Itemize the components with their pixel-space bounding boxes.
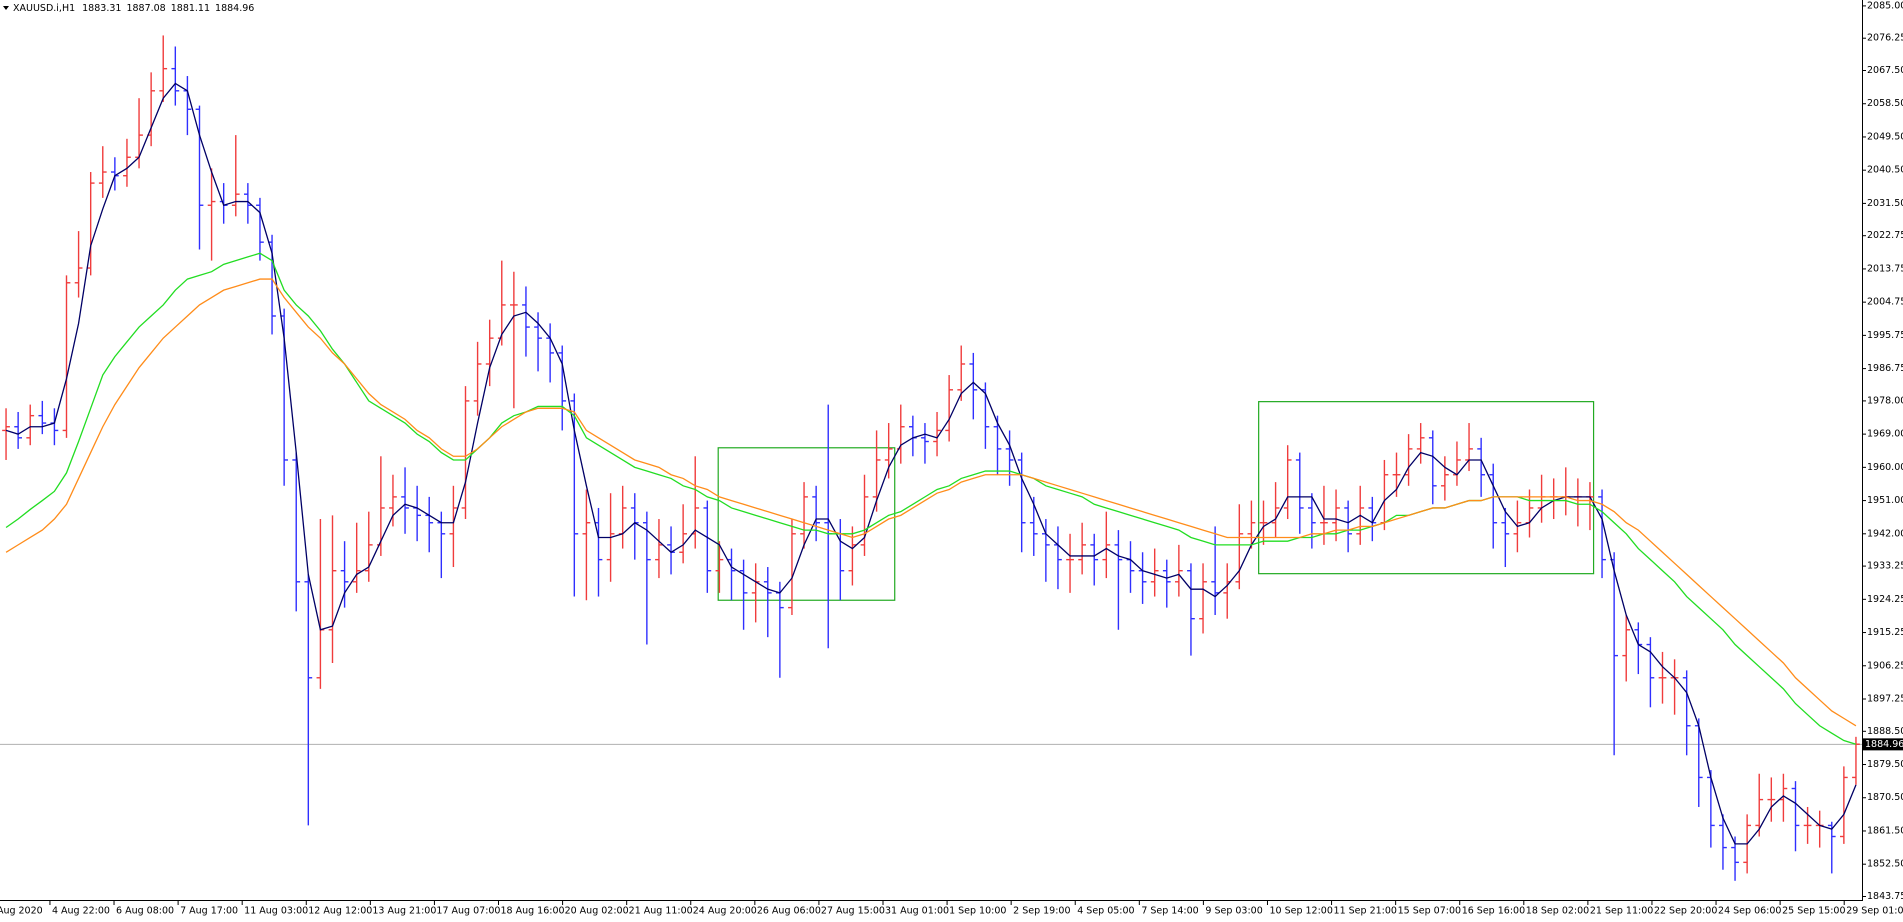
y-tick-label: 1870.50	[1867, 792, 1903, 803]
x-tick-label: 2 Sep 19:00	[1013, 906, 1070, 917]
x-tick-label: 20 Aug 02:00	[565, 906, 629, 917]
x-tick-label: 25 Sep 15:00	[1782, 906, 1845, 917]
y-tick-label: 1951.00	[1867, 495, 1903, 506]
y-tick-label: 1843.75	[1867, 891, 1903, 902]
y-tick-label: 2058.50	[1867, 98, 1903, 109]
y-tick-label: 2085.00	[1867, 0, 1903, 11]
y-tick-label: 1879.50	[1867, 759, 1903, 770]
y-tick-label: 2040.50	[1867, 165, 1903, 176]
x-tick-label: 4 Aug 22:00	[52, 906, 110, 917]
y-tick-label: 2067.50	[1867, 65, 1903, 76]
x-tick-label: 29 Sep 01:00	[1846, 906, 1903, 917]
y-tick-label: 2022.75	[1867, 230, 1903, 241]
x-tick-label: 7 Sep 14:00	[1141, 906, 1198, 917]
x-tick-label: 7 Aug 17:00	[180, 906, 238, 917]
x-tick-label: 16 Sep 16:00	[1462, 906, 1525, 917]
header-high: 1887.08	[126, 3, 165, 14]
moving-average-line	[5, 252, 1857, 745]
x-tick-label: 24 Aug 20:00	[693, 906, 757, 917]
plot-area	[0, 35, 1862, 881]
y-tick-label: 1986.75	[1867, 363, 1903, 374]
x-tick-label: 10 Sep 12:00	[1269, 906, 1332, 917]
x-tick-label: 11 Sep 21:00	[1334, 906, 1397, 917]
symbol-title: XAUUSD.i,H1	[13, 3, 75, 14]
x-tick-label: 6 Aug 08:00	[116, 906, 174, 917]
y-tick-label: 2031.50	[1867, 198, 1903, 209]
header-low: 1881.11	[171, 3, 210, 14]
header-open: 1883.31	[82, 3, 121, 14]
x-tick-label: 31 Aug 01:00	[885, 906, 949, 917]
x-tick-label: 1 Sep 10:00	[949, 906, 1006, 917]
y-tick-label: 1978.00	[1867, 395, 1903, 406]
y-tick-label: 1861.50	[1867, 825, 1903, 836]
y-tick-label: 1995.75	[1867, 330, 1903, 341]
x-tick-label: 22 Sep 20:00	[1654, 906, 1717, 917]
x-tick-label: 4 Sep 05:00	[1077, 906, 1134, 917]
menu-triangle[interactable]	[3, 6, 9, 10]
x-tick-label: 15 Sep 07:00	[1398, 906, 1461, 917]
y-tick-label: 1960.00	[1867, 462, 1903, 473]
y-tick-label: 1852.50	[1867, 859, 1903, 870]
y-tick-label: 1906.25	[1867, 660, 1903, 671]
header-close: 1884.96	[215, 3, 254, 14]
x-tick-label: 18 Sep 02:00	[1526, 906, 1589, 917]
y-tick-label: 1942.00	[1867, 528, 1903, 539]
y-tick-label: 1897.25	[1867, 693, 1903, 704]
y-tick-label: 1888.50	[1867, 726, 1903, 737]
x-tick-label: 9 Sep 03:00	[1205, 906, 1262, 917]
x-tick-label: 3 Aug 2020	[0, 906, 43, 917]
x-tick-label: 26 Aug 06:00	[757, 906, 821, 917]
moving-average-line	[5, 278, 1857, 727]
x-tick-label: 17 Aug 07:00	[436, 906, 500, 917]
y-tick-label: 1915.25	[1867, 627, 1903, 638]
x-tick-label: 21 Aug 11:00	[629, 906, 693, 917]
x-tick-label: 21 Sep 11:00	[1590, 906, 1653, 917]
y-tick-label: 1933.25	[1867, 561, 1903, 572]
y-tick-label: 2004.75	[1867, 297, 1903, 308]
x-tick-label: 11 Aug 03:00	[244, 906, 308, 917]
y-tick-label: 2013.75	[1867, 263, 1903, 274]
moving-average-line	[5, 82, 1857, 845]
chart-header: XAUUSD.i,H1 1883.31 1887.08 1881.11 1884.96	[13, 3, 254, 14]
last-price-box	[1862, 738, 1903, 751]
x-tick-label: 13 Aug 21:00	[372, 906, 436, 917]
y-tick-label: 1924.25	[1867, 594, 1903, 605]
y-tick-label: 2049.50	[1867, 131, 1903, 142]
last-price-label: 1884.96	[1865, 739, 1903, 750]
x-tick-label: 18 Aug 16:00	[501, 906, 565, 917]
y-tick-label: 1969.00	[1867, 429, 1903, 440]
annotation-rectangle	[717, 447, 896, 601]
x-tick-label: 12 Aug 12:00	[308, 906, 372, 917]
x-tick-label: 27 Aug 15:00	[821, 906, 885, 917]
annotation-rectangle	[1258, 401, 1595, 575]
y-tick-label: 2076.25	[1867, 33, 1903, 44]
x-tick-label: 24 Sep 06:00	[1718, 906, 1781, 917]
